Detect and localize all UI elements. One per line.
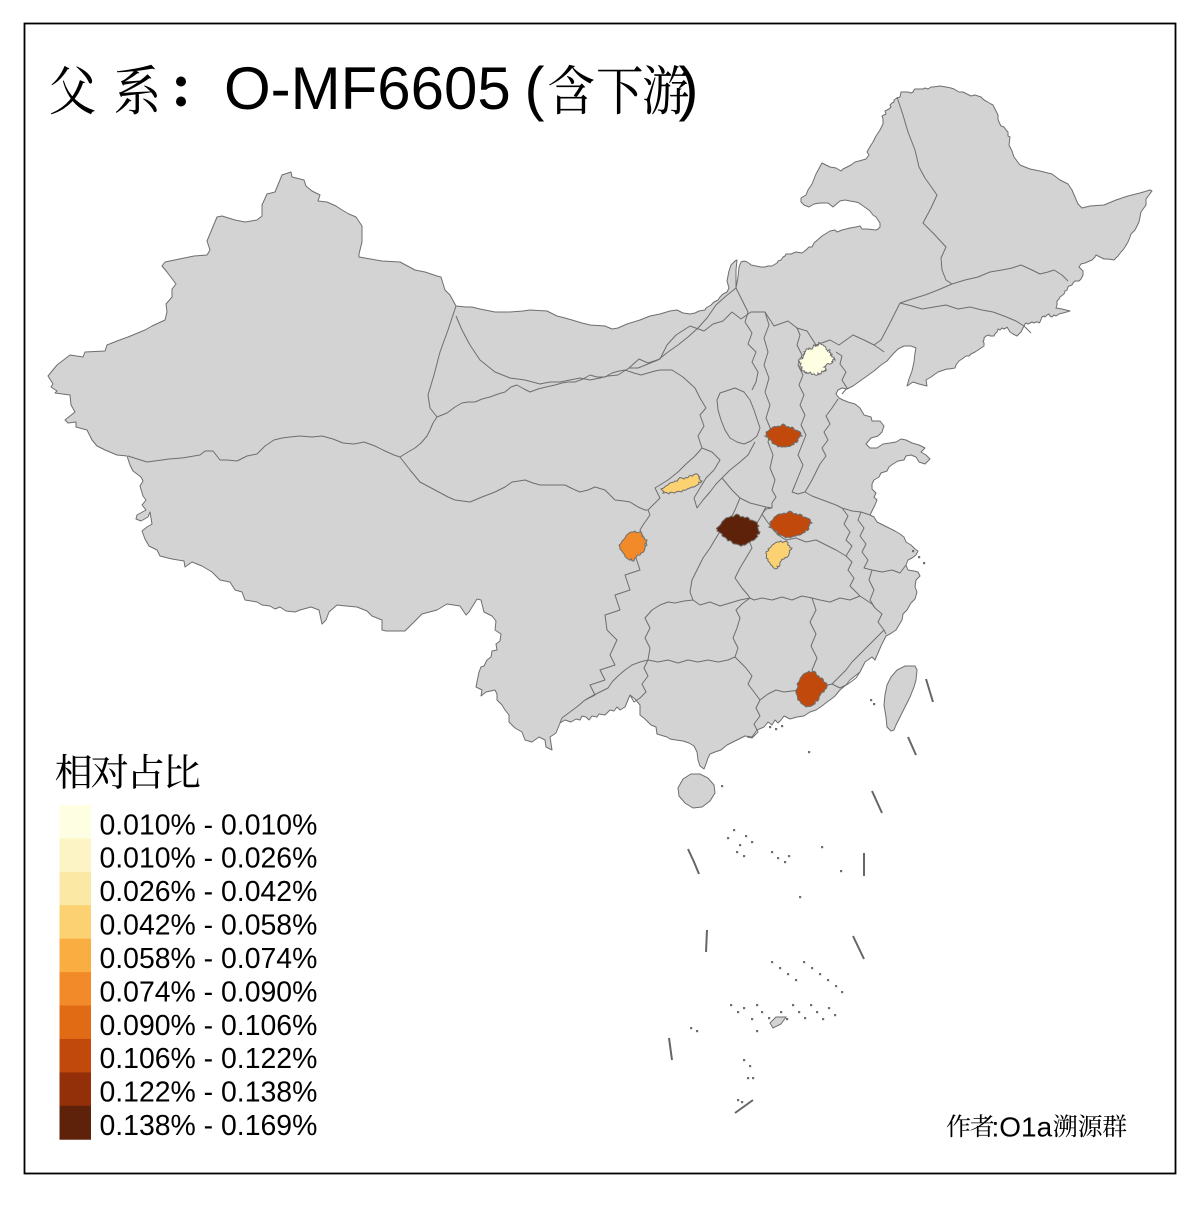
svg-text:O-MF6605: O-MF6605 (224, 55, 511, 122)
svg-text:): ) (679, 55, 699, 122)
svg-text:(: ( (525, 55, 545, 122)
svg-text:0.026% - 0.042%: 0.026% - 0.042% (100, 876, 318, 908)
svg-text:0.074% - 0.090%: 0.074% - 0.090% (100, 976, 318, 1008)
svg-text:0.042% - 0.058%: 0.042% - 0.058% (100, 910, 318, 942)
svg-text:0.122% - 0.138%: 0.122% - 0.138% (100, 1077, 318, 1109)
svg-text::O1a: :O1a (992, 1111, 1053, 1142)
svg-text:0.010% - 0.026%: 0.010% - 0.026% (100, 843, 318, 875)
svg-text:0.106% - 0.122%: 0.106% - 0.122% (100, 1043, 318, 1075)
svg-text:0.138% - 0.169%: 0.138% - 0.169% (100, 1110, 318, 1142)
svg-text:0.010% - 0.010%: 0.010% - 0.010% (100, 809, 318, 841)
svg-text:0.090% - 0.106%: 0.090% - 0.106% (100, 1010, 318, 1042)
svg-text:0.058% - 0.074%: 0.058% - 0.074% (100, 943, 318, 975)
